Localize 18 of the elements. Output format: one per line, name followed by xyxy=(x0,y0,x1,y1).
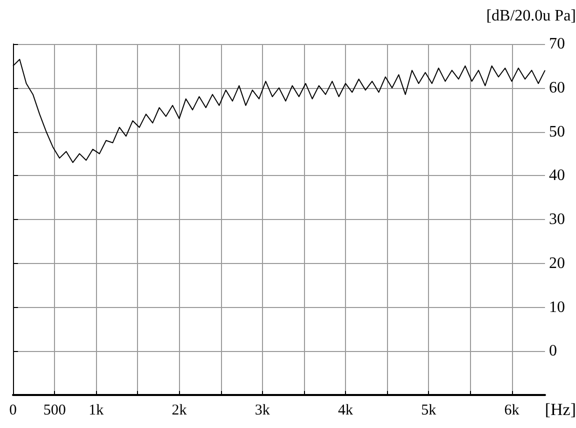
y-tick-label: 30 xyxy=(549,211,565,228)
x-tick-label: 2k xyxy=(172,402,188,418)
y-tick-label: 70 xyxy=(549,36,565,52)
y-axis-title: [dB/20.0u Pa] xyxy=(486,8,576,24)
y-tick-label: 10 xyxy=(549,298,565,316)
y-tick-label: 60 xyxy=(549,79,565,96)
x-axis-title: [Hz] xyxy=(544,400,576,419)
x-tick-label: 1k xyxy=(88,402,104,418)
x-tick-label: 3k xyxy=(254,402,270,418)
y-tick-label: 0 xyxy=(549,342,557,360)
x-tick-label: 5k xyxy=(421,402,437,418)
x-tick-label: 4k xyxy=(338,402,354,418)
y-tick-label: 20 xyxy=(549,254,565,272)
x-tick-label: 6k xyxy=(504,402,520,418)
y-tick-label: 50 xyxy=(549,123,565,140)
x-tick-label: 500 xyxy=(43,402,66,418)
y-tick-label: 40 xyxy=(549,167,565,184)
x-tick-label: 0 xyxy=(9,402,17,418)
